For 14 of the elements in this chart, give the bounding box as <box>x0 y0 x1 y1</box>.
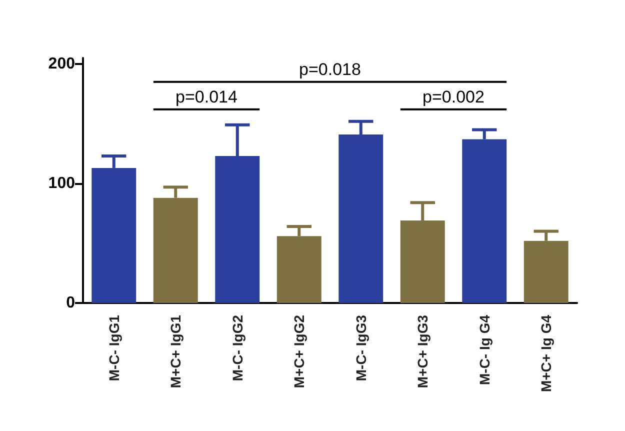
x-tick-label: M+C+ IgG2 <box>291 314 308 388</box>
y-tick-label: 200 <box>48 55 76 72</box>
x-tick-label: M+C+ IgG3 <box>414 314 431 388</box>
x-tick-label: M-C- IgG3 <box>352 314 369 382</box>
annotation: p=0.018 <box>299 60 361 79</box>
x-tick-label: M+C+ Ig G4 <box>538 314 554 392</box>
x-tick-label: M+C+ IgG1 <box>168 314 184 388</box>
annotation: p=0.014 <box>176 87 238 106</box>
y-tick-label: 100 <box>48 174 76 192</box>
x-tick-label: M-C- IgG1 <box>106 314 122 382</box>
y-tick-label: 0 <box>66 294 76 312</box>
x-tick-label: M-C- IgG2 <box>229 314 246 382</box>
annotation: p=0.002 <box>422 87 484 106</box>
x-tick-label: M-C- Ig G4 <box>476 314 492 385</box>
